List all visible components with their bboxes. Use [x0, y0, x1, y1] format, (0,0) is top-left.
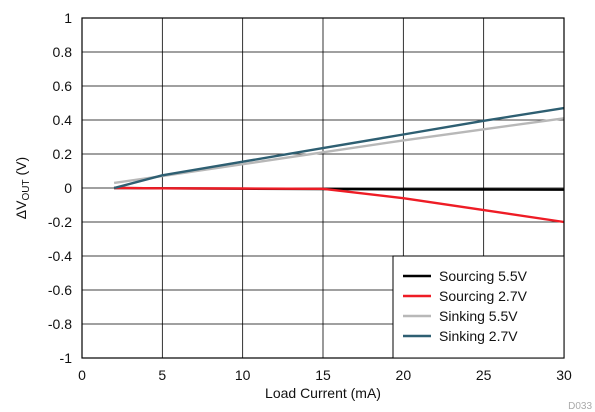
series-line-4: [113, 106, 565, 190]
figure-id-label: D033: [568, 401, 592, 412]
y-tick-label: -0.8: [48, 316, 72, 332]
legend-label: Sourcing 2.7V: [439, 288, 528, 304]
y-tick-label: 1: [64, 10, 72, 26]
y-axis-title-suffix: (V): [13, 157, 29, 180]
x-axis-title: Load Current (mA): [265, 385, 381, 401]
y-axis-title-subscript: OUT: [21, 179, 32, 200]
legend-label: Sinking 2.7V: [439, 328, 518, 344]
y-tick-label: 0.6: [53, 78, 73, 94]
y-tick-label: -0.2: [48, 214, 72, 230]
x-tick-label: 30: [556, 367, 572, 383]
legend: Sourcing 5.5V Sourcing 2.7V Sinking 5.5V Si…: [392, 255, 565, 359]
legend-items: Sourcing 5.5V Sourcing 2.7V Sinking 5.5V Si…: [403, 268, 528, 344]
series-lines: [113, 106, 565, 224]
x-tick-label: 25: [476, 367, 492, 383]
y-axis-title-prefix: ΔV: [13, 200, 29, 219]
y-tick-label: 0: [64, 180, 72, 196]
x-tick-label: 0: [78, 367, 86, 383]
y-tick-label: -0.4: [48, 248, 72, 264]
x-tick-label: 20: [396, 367, 412, 383]
x-tick-label: 10: [235, 367, 251, 383]
series-line-2: [114, 186, 565, 224]
y-tick-label: 0.2: [53, 146, 73, 162]
y-axis-title: ΔVOUT (V): [13, 157, 32, 219]
plot-frame: [81, 17, 565, 359]
legend-label: Sourcing 5.5V: [439, 268, 528, 284]
x-tick-label: 15: [315, 367, 331, 383]
y-tick-label: -1: [60, 350, 73, 366]
y-tick-label: 0.4: [53, 112, 73, 128]
x-tick-label: 5: [158, 367, 166, 383]
y-tick-label: 0.8: [53, 44, 73, 60]
y-tick-labels: 1 0.8 0.6 0.4 0.2 0 -0.2 -0.4 -0.6 -0.8 -1: [48, 10, 72, 366]
legend-label: Sinking 5.5V: [439, 308, 518, 324]
x-tick-labels: 0 5 10 15 20 25 30: [78, 367, 572, 383]
y-tick-label: -0.6: [48, 282, 72, 298]
legend-box: [392, 255, 565, 359]
